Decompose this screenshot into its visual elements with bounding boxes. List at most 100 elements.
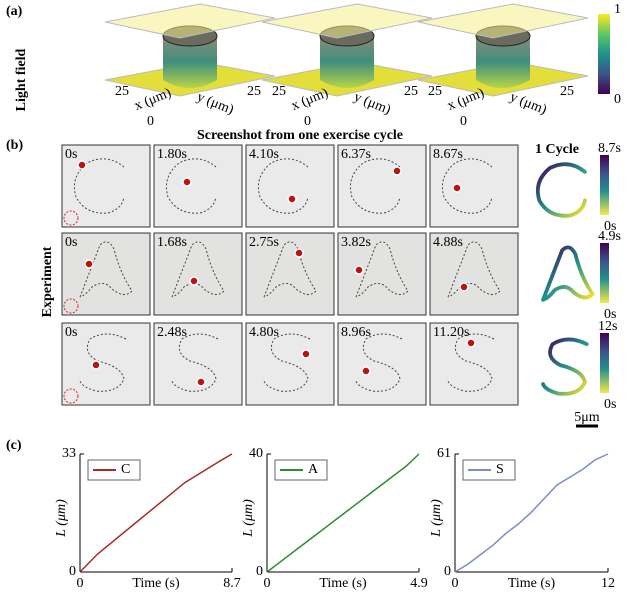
target-path (447, 333, 495, 392)
axis-label: 25 (272, 84, 286, 99)
x-tick-label: 8.7 (223, 576, 241, 591)
x-tick-label: 12 (601, 576, 615, 591)
row-label: Experiment (40, 246, 55, 317)
colorbar-label: 1 (614, 2, 621, 17)
frame: 8.96s (337, 322, 427, 406)
time-label: 6.37s (341, 147, 371, 162)
target-path (171, 241, 225, 298)
particle (77, 160, 87, 170)
time-label: 8.67s (433, 147, 463, 162)
particle (301, 349, 311, 359)
colorbar-label: 0s (604, 397, 616, 412)
time-label: 0s (65, 325, 77, 340)
y-tick-label: 0 (444, 564, 451, 579)
time-label: 1.80s (157, 147, 187, 162)
x-tick-label: 0 (77, 576, 84, 591)
axis-label: y (μm) (508, 90, 549, 118)
target-path (79, 241, 133, 298)
colorbar-label: 0 (614, 92, 621, 107)
particle (196, 377, 206, 387)
target-path (355, 241, 409, 298)
particle (354, 265, 364, 275)
time-label: 0s (65, 235, 77, 250)
scale-bar-label: 5μm (574, 410, 600, 425)
trajectory-line (541, 337, 589, 396)
target-path (165, 158, 217, 214)
particle (466, 338, 476, 348)
x-axis-label: Time (s) (319, 576, 367, 591)
y-tick-label: 0 (69, 564, 76, 579)
start-marker (63, 388, 79, 404)
axis-label: 0 (147, 114, 154, 129)
time-label: 0s (65, 147, 77, 162)
frame: 1.68s (153, 232, 243, 316)
time-label: 3.82s (341, 235, 371, 250)
row-label: Light field (14, 48, 29, 111)
panel-label: (b) (6, 138, 23, 153)
target-path (79, 333, 127, 392)
y-axis-label: L (μm) (54, 499, 69, 538)
time-label: 11.20s (433, 325, 469, 340)
data-line (79, 453, 233, 573)
y-tick-label: 61 (437, 446, 451, 461)
time-label: 2.75s (249, 235, 279, 250)
frame: 0s (61, 322, 151, 406)
axis-label: 25 (560, 84, 574, 99)
trajectory-line (535, 162, 587, 218)
frame: 0s (61, 144, 151, 228)
colorbar-label: 4.9s (598, 229, 621, 244)
time-label: 8.96s (341, 325, 371, 340)
top-plane (104, 3, 276, 39)
particle (459, 282, 469, 292)
frame: 4.10s (245, 144, 335, 228)
axis-label: 25 (115, 84, 129, 99)
target-path (73, 158, 125, 214)
target-path (447, 241, 501, 298)
target-path (441, 158, 493, 214)
frame: 4.80s (245, 322, 335, 406)
frame: 3.82s (337, 232, 427, 316)
x-axis-label: Time (s) (132, 576, 180, 591)
x-axis-label: Time (s) (508, 576, 556, 591)
cylinder (476, 36, 530, 88)
particle (91, 360, 101, 370)
y-tick-label: 0 (256, 564, 263, 579)
colorbar-label: 0s (604, 307, 616, 322)
panel-label: (a) (6, 4, 23, 19)
axis-label: y (μm) (352, 90, 393, 118)
frame: 11.20s (429, 322, 519, 406)
frame: 2.48s (153, 322, 243, 406)
colorbar (598, 14, 610, 94)
particle (182, 177, 192, 187)
top-plane (417, 3, 589, 39)
frame-image (337, 232, 427, 316)
y-tick-label: 33 (62, 446, 76, 461)
trajectory (535, 162, 587, 218)
colorbar-label: 8.7s (598, 141, 621, 156)
data-line (266, 453, 420, 573)
colorbar-label: 0s (604, 219, 616, 234)
target-path (171, 333, 219, 392)
frame: 0s (61, 232, 151, 316)
particle (294, 248, 304, 258)
top-plane (261, 3, 433, 39)
particle (287, 194, 297, 204)
colorbar-label: 12s (598, 319, 617, 334)
trajectory-line (541, 245, 595, 302)
time-label: 2.48s (157, 325, 187, 340)
frame: 8.67s (429, 144, 519, 228)
frame: 4.88s (429, 232, 519, 316)
start-marker (63, 210, 79, 226)
target-path (263, 333, 311, 392)
axis-label: 25 (404, 84, 418, 99)
panel-label: (c) (6, 438, 22, 453)
y-axis-label: L (μm) (429, 499, 444, 538)
y-tick-label: 40 (249, 446, 263, 461)
axis-label: 25 (428, 84, 442, 99)
target-path (349, 158, 401, 214)
colorbar (600, 155, 609, 215)
axis-label: 0 (460, 114, 467, 129)
panel-title: Screenshot from one exercise cycle (197, 128, 403, 143)
x-tick-label: 4.9 (410, 576, 428, 591)
axis-label: 25 (247, 84, 261, 99)
